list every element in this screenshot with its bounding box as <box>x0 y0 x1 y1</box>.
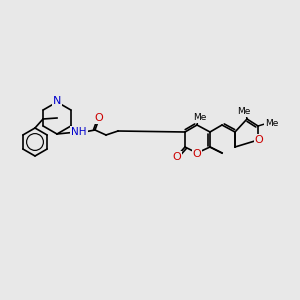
Text: O: O <box>172 152 182 162</box>
Text: O: O <box>94 113 103 123</box>
Text: O: O <box>193 149 201 159</box>
Text: Me: Me <box>265 118 279 127</box>
Text: O: O <box>255 135 263 145</box>
Text: NH: NH <box>71 127 87 137</box>
Text: Me: Me <box>193 113 207 122</box>
Text: N: N <box>53 96 61 106</box>
Text: Me: Me <box>237 107 251 116</box>
